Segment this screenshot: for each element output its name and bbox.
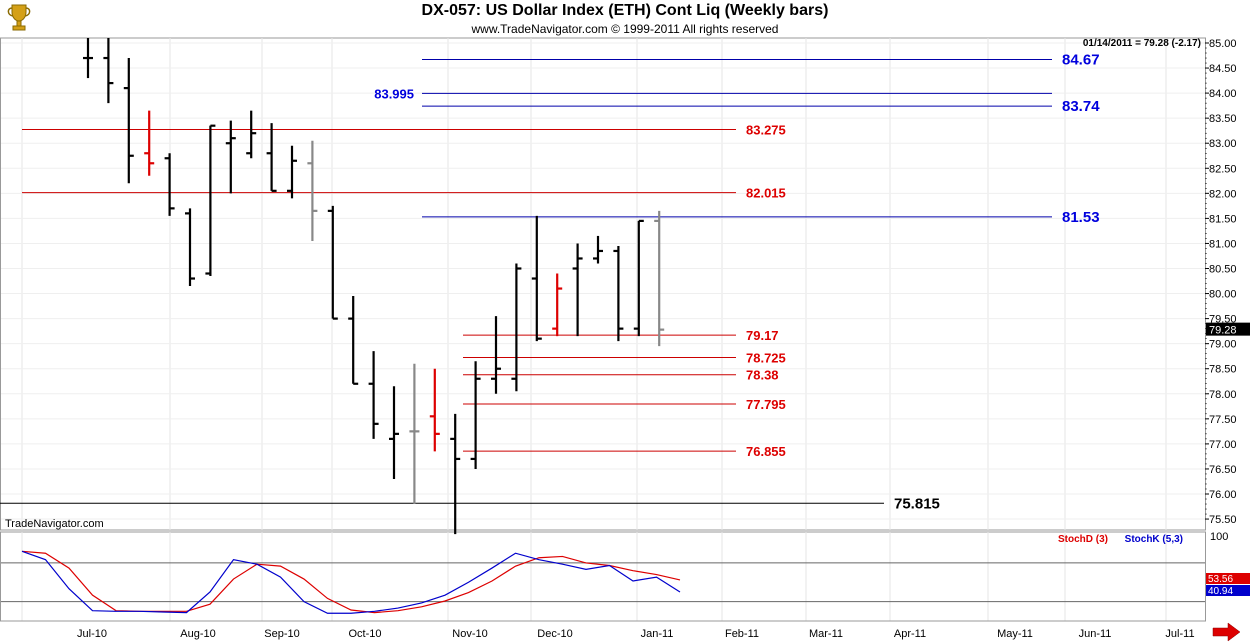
stoch-k-value-box: [1206, 585, 1250, 596]
price-tick-label: 84.00: [1209, 88, 1237, 100]
x-tick-label: Apr-11: [894, 628, 926, 640]
price-tick-label: 82.50: [1209, 163, 1237, 175]
scroll-right-arrow-icon[interactable]: [1212, 622, 1241, 642]
price-tick-label: 75.50: [1209, 514, 1237, 526]
x-tick-label: May-11: [997, 628, 1033, 640]
stoch-d-value: 53.56: [1208, 574, 1233, 585]
price-tick-label: 79.50: [1209, 314, 1237, 326]
level-label-84.67: 84.67: [1062, 52, 1100, 69]
x-tick-label: Nov-10: [452, 628, 487, 640]
trophy-logo-icon: [7, 4, 31, 31]
level-label-83.995: 83.995: [374, 86, 414, 101]
x-tick-label: Aug-10: [180, 628, 215, 640]
price-tick-label: 78.50: [1209, 364, 1237, 376]
last-price-box: [1206, 322, 1250, 336]
stoch-k-line: [21, 550, 681, 614]
level-label-83.74: 83.74: [1062, 98, 1100, 115]
stoch-k-value: 40.94: [1208, 586, 1233, 597]
watermark: TradeNavigator.com: [5, 518, 104, 530]
level-label-83.275: 83.275: [746, 122, 786, 137]
x-tick-label: Feb-11: [725, 628, 759, 640]
stoch-d-line: [21, 550, 681, 614]
price-tick-label: 84.50: [1209, 63, 1237, 75]
last-bar-info: 01/14/2011 = 79.28 (-2.17): [1083, 38, 1201, 49]
stoch-top-label: 100: [1210, 531, 1228, 543]
price-tick-label: 80.00: [1209, 289, 1237, 301]
x-tick-label: Jul-10: [77, 628, 107, 640]
level-label-81.53: 81.53: [1062, 209, 1100, 226]
level-label-76.855: 76.855: [746, 444, 786, 459]
chart-subtitle: www.TradeNavigator.com © 1999-2011 All r…: [471, 22, 779, 36]
x-tick-label: Jun-11: [1079, 628, 1112, 640]
price-tick-label: 80.50: [1209, 264, 1237, 276]
price-tick-label: 83.50: [1209, 113, 1237, 125]
x-tick-label: Jul-11: [1165, 628, 1194, 640]
level-label-79.17: 79.17: [746, 328, 779, 343]
x-tick-label: Jan-11: [641, 628, 674, 640]
price-tick-label: 76.50: [1209, 464, 1237, 476]
x-tick-label: Mar-11: [809, 628, 843, 640]
last-price-label: 79.28: [1209, 325, 1237, 337]
price-tick-label: 78.00: [1209, 389, 1237, 401]
price-panel-border: [0, 37, 1206, 531]
chart-title: DX-057: US Dollar Index (ETH) Cont Liq (…: [421, 2, 829, 19]
price-tick-label: 79.00: [1209, 339, 1237, 351]
stoch-d-value-box: [1206, 573, 1250, 584]
level-label-75.815: 75.815: [894, 495, 940, 512]
level-label-77.795: 77.795: [746, 397, 786, 412]
stoch-legend-k: StochK (5,3): [1125, 534, 1183, 545]
stoch-legend-d: StochD (3): [1058, 534, 1108, 545]
x-tick-label: Dec-10: [537, 628, 572, 640]
price-tick-label: 81.00: [1209, 238, 1237, 250]
price-tick-label: 83.00: [1209, 138, 1237, 150]
price-tick-label: 77.50: [1209, 414, 1237, 426]
price-tick-label: 85.00: [1209, 38, 1237, 50]
level-label-82.015: 82.015: [746, 186, 786, 201]
stoch-panel-border: [0, 531, 1206, 622]
price-tick-label: 77.00: [1209, 439, 1237, 451]
x-tick-label: Oct-10: [348, 628, 381, 640]
price-tick-label: 81.50: [1209, 213, 1237, 225]
level-label-78.38: 78.38: [746, 368, 779, 383]
x-tick-label: Sep-10: [264, 628, 299, 640]
price-tick-label: 82.00: [1209, 188, 1237, 200]
level-label-78.725: 78.725: [746, 350, 786, 365]
price-tick-label: 76.00: [1209, 489, 1237, 501]
